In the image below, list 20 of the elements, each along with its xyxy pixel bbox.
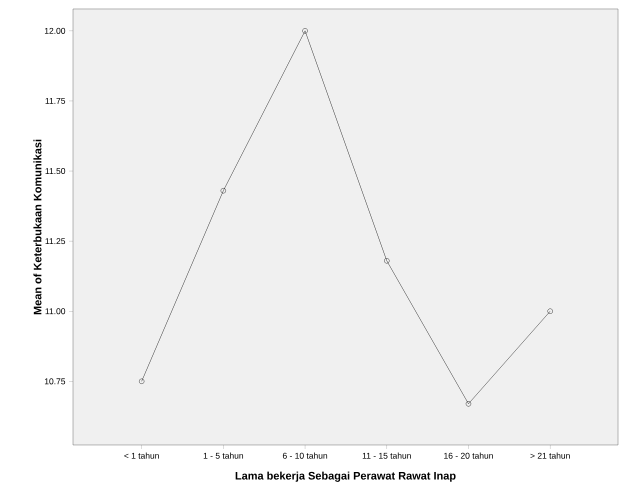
y-tick-label: 11.00 [46,308,66,314]
x-tick-label: 6 - 10 tahun [282,452,328,459]
x-tick-label: 11 - 15 tahun [362,452,411,459]
y-tick-label: 12.00 [44,28,66,34]
point [384,258,390,264]
point [547,308,553,314]
point [138,378,144,384]
x-axis-title: Lama bekerja Sebagai Perawat Rawat Inap [236,472,456,482]
x-tick-label: < 1 tahun [124,452,159,459]
y-axis-title: Mean of Keterbukaan Komunikasi [33,140,42,314]
x-tick-label: 1 - 5 tahun [204,452,244,459]
point [302,28,308,34]
x-tick-label: 16 - 20 tahun [444,452,493,459]
y-tick-label: 10.75 [44,378,66,384]
y-tick-label: 11.75 [46,98,66,104]
point [466,401,472,406]
y-tick-label: 11.50 [46,168,66,174]
x-tick-label: > 21 tahun [530,452,570,459]
y-tick-label: 11.25 [46,238,66,244]
point [220,188,226,194]
